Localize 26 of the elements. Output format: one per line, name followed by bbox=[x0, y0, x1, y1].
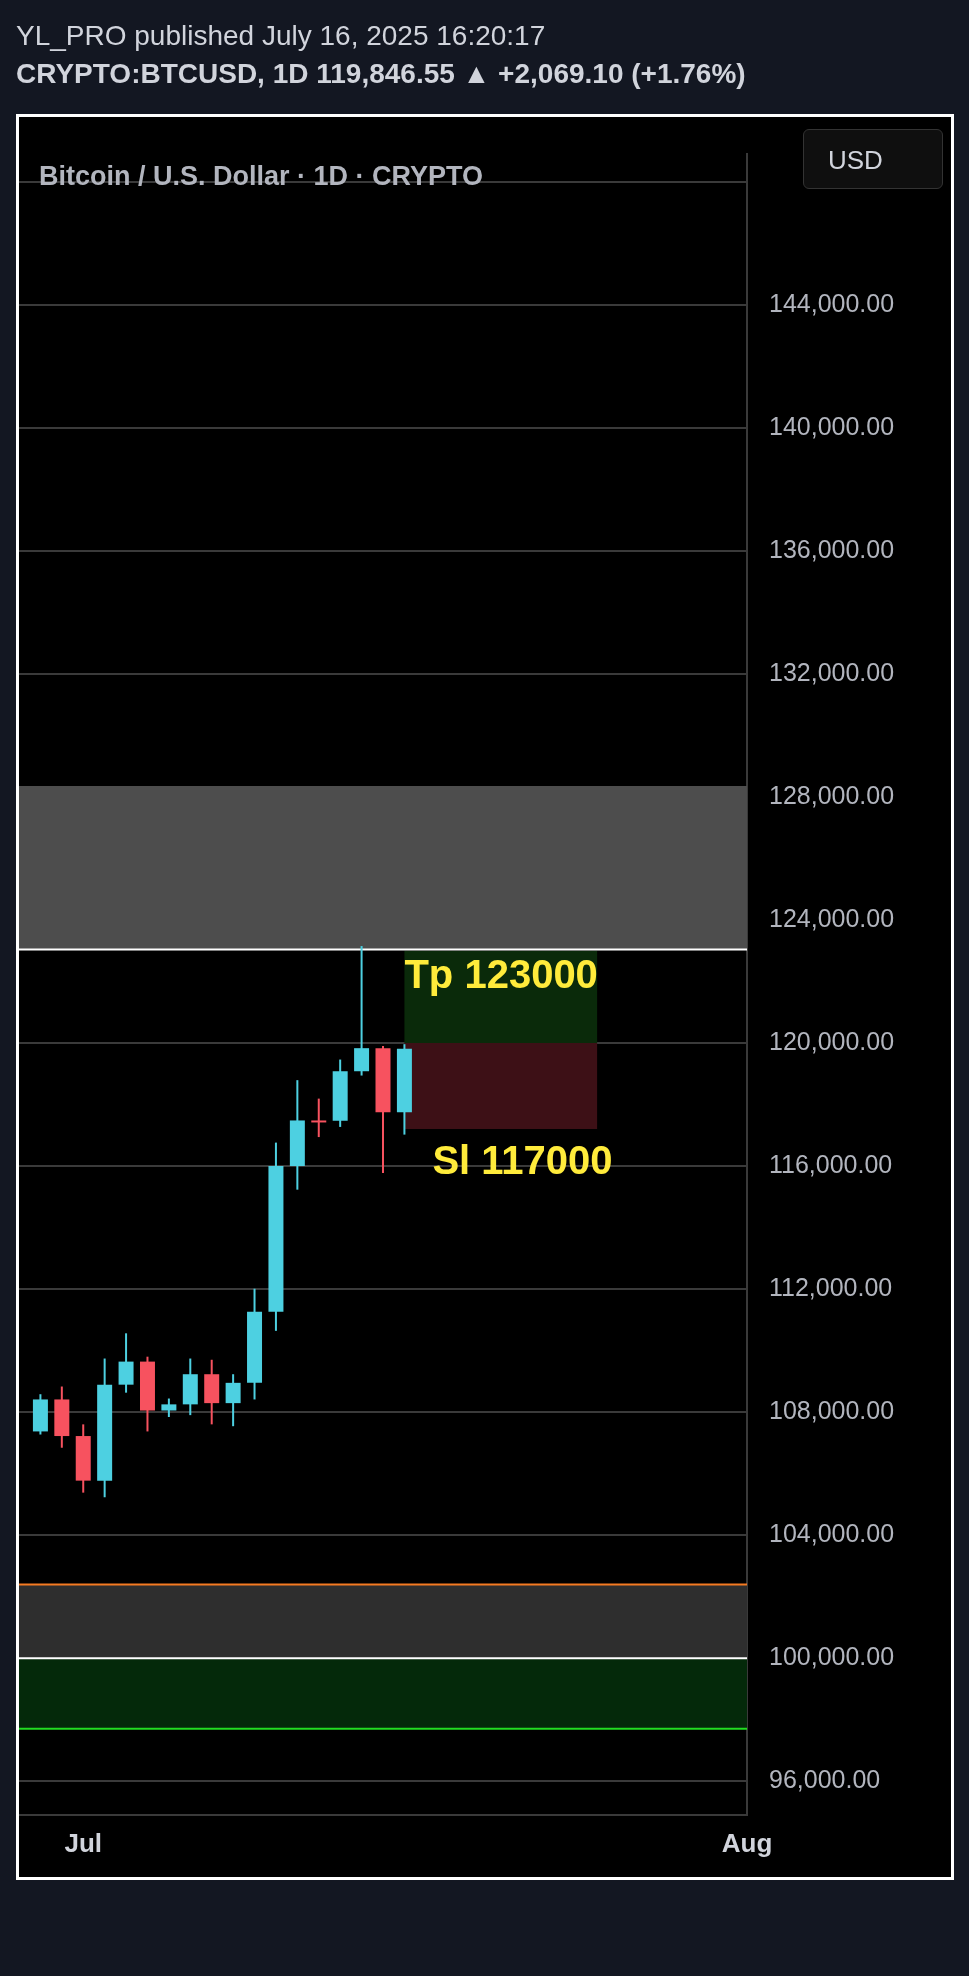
y-tick-label: 96,000.00 bbox=[769, 1765, 881, 1794]
text: YL_PRO published July 16, 2025 16:20:17 bbox=[16, 20, 546, 52]
y-tick-label: 120,000.00 bbox=[769, 1026, 895, 1055]
candlestick bbox=[118, 1332, 134, 1394]
y-tick-label: 136,000.00 bbox=[769, 534, 895, 563]
candlestick bbox=[354, 945, 370, 1077]
y-tick-label: 116,000.00 bbox=[769, 1149, 893, 1178]
y-tick-label: 108,000.00 bbox=[769, 1395, 895, 1424]
band-label: Tp 123000 bbox=[404, 951, 598, 996]
y-tick-label: 132,000.00 bbox=[769, 657, 895, 686]
y-tick-label: 144,000.00 bbox=[769, 288, 895, 317]
y-tick-label: 124,000.00 bbox=[769, 903, 895, 932]
y-tick-label: 104,000.00 bbox=[769, 1518, 895, 1547]
band-label: Sl 117000 bbox=[432, 1138, 613, 1183]
candlestick bbox=[225, 1373, 241, 1428]
y-tick-label: 112,000.00 bbox=[769, 1272, 893, 1301]
text: CRYPTO:BTCUSD, 1D 119,846.55 ▲ +2,069.10 (+1.76%) bbox=[16, 58, 746, 90]
y-tick-label: 100,000.00 bbox=[769, 1642, 895, 1671]
chart-title: Bitcoin / U.S. Dollar · 1D · CRYPTO bbox=[39, 161, 484, 192]
y-tick-label: 128,000.00 bbox=[769, 780, 895, 809]
x-tick-label: Jul bbox=[64, 1827, 103, 1858]
candlestick bbox=[161, 1397, 177, 1418]
x-tick-label: Aug bbox=[721, 1827, 773, 1858]
candlestick bbox=[311, 1097, 327, 1139]
y-tick-label: 140,000.00 bbox=[769, 411, 895, 440]
text: USD bbox=[803, 129, 943, 189]
